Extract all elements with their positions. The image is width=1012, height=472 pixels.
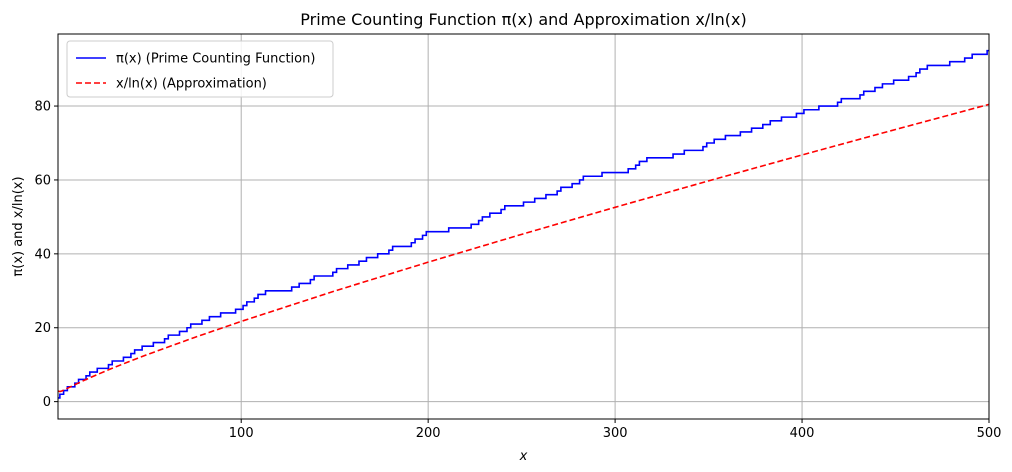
plot-frame <box>57 33 990 420</box>
series-approximation-line <box>57 103 990 393</box>
y-tick-label: 80 <box>34 100 51 115</box>
series-prime-counting-line <box>58 49 989 399</box>
legend-label: x/ln(x) (Approximation) <box>116 77 267 92</box>
plot-series <box>57 49 990 399</box>
axis-ticks: 100 200 300 400 500 0 20 40 60 80 <box>34 100 1001 441</box>
y-tick-label: 60 <box>34 173 51 188</box>
legend-label: π(x) (Prime Counting Function) <box>116 52 315 67</box>
x-tick-label: 500 <box>977 426 1002 441</box>
chart-title: Prime Counting Function π(x) and Approxi… <box>300 10 746 29</box>
x-tick-label: 200 <box>416 426 441 441</box>
y-axis-label: π(x) and x/ln(x) <box>11 176 26 276</box>
y-tick-label: 40 <box>34 247 51 262</box>
legend: π(x) (Prime Counting Function) x/ln(x) (A… <box>66 40 334 98</box>
x-tick-label: 100 <box>229 426 254 441</box>
y-tick-label: 20 <box>34 321 51 336</box>
x-axis-label: x <box>519 449 528 464</box>
x-tick-label: 400 <box>790 426 815 441</box>
x-tick-label: 300 <box>603 426 628 441</box>
y-tick-label: 0 <box>43 395 51 410</box>
legend-box <box>66 40 334 98</box>
